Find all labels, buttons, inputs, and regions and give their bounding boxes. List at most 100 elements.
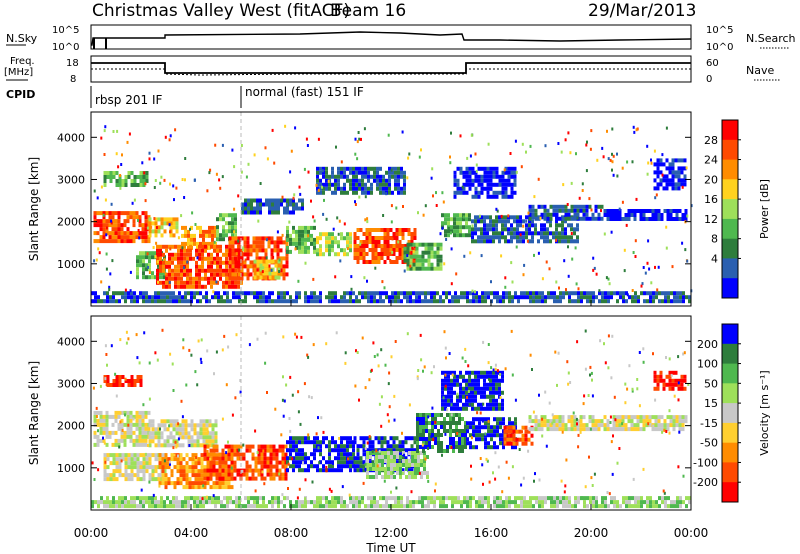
velocity-cell (387, 471, 390, 475)
power-cell (157, 295, 160, 300)
velocity-cell (284, 444, 288, 449)
power-cell (585, 216, 589, 221)
power-cell (282, 256, 286, 261)
velocity-cell (154, 465, 158, 470)
velocity-cell (453, 382, 456, 387)
velocity-cell (453, 374, 456, 379)
velocity-cell (133, 383, 137, 387)
velocity-cell (434, 433, 437, 437)
power-cell (234, 272, 237, 277)
power-cell (561, 235, 564, 240)
velocity-cell (176, 457, 180, 462)
power-cell (471, 194, 475, 199)
power-cell (454, 299, 457, 304)
power-cell (322, 182, 325, 187)
power-cell (373, 166, 376, 171)
power-cell (477, 194, 481, 199)
power-cell (292, 299, 295, 304)
velocity-cell (286, 448, 289, 453)
velocity-cell (498, 378, 501, 383)
velocity-cell (475, 425, 478, 430)
power-cell (319, 248, 322, 253)
power-scatter-cell (490, 280, 492, 284)
power-cell (516, 235, 519, 240)
power-cell (169, 225, 173, 230)
power-cell (103, 299, 106, 304)
velocity-cell (657, 423, 661, 428)
power-cell (337, 178, 340, 183)
power-cell (543, 235, 546, 240)
velocity-cell (121, 504, 124, 509)
power-cell (459, 229, 462, 234)
power-cell (398, 240, 402, 244)
power-scatter-cell (621, 200, 624, 204)
velocity-cell (416, 429, 419, 433)
velocity-cell (437, 437, 440, 441)
power-cell (480, 190, 484, 195)
velocity-cell (139, 504, 142, 509)
power-scatter-cell (653, 149, 656, 153)
power-cell (189, 252, 192, 257)
power-cell (364, 186, 367, 191)
velocity-cell (656, 378, 660, 383)
velocity-cell (492, 378, 495, 383)
velocity-cell (509, 429, 513, 434)
velocity-cell (179, 469, 183, 474)
power-cell (216, 244, 219, 249)
power-cell (376, 170, 379, 175)
power-cell (231, 233, 234, 238)
power-cell (492, 219, 495, 224)
velocity-cell (392, 444, 396, 449)
velocity-cell (103, 469, 107, 474)
power-cell (382, 182, 385, 187)
velocity-cell (472, 429, 475, 434)
velocity-cell (239, 444, 243, 449)
velocity-cell (263, 456, 267, 461)
velocity-cell (109, 504, 112, 509)
power-cell (211, 229, 214, 234)
power-cell (228, 264, 232, 269)
velocity-cell (145, 500, 148, 505)
velocity-cell (446, 429, 449, 433)
velocity-cell (169, 431, 173, 436)
power-cell (407, 232, 411, 236)
velocity-cell (112, 496, 115, 501)
velocity-cell (167, 457, 171, 462)
power-cell (495, 166, 499, 171)
velocity-cell (262, 496, 265, 501)
velocity-cell (331, 464, 334, 469)
power-cell (184, 225, 187, 230)
velocity-cell (208, 439, 212, 444)
power-cell (492, 235, 495, 240)
power-scatter-cell (450, 282, 453, 286)
velocity-cell (208, 423, 212, 428)
velocity-cell (490, 429, 493, 434)
power-cell (295, 299, 298, 304)
power-cell (228, 272, 232, 277)
power-cell (145, 251, 148, 256)
power-cell (262, 291, 265, 296)
velocity-cell (295, 440, 298, 445)
power-cell (225, 221, 228, 226)
power-cell (682, 291, 685, 296)
power-cell (648, 209, 652, 213)
velocity-cell (289, 436, 292, 441)
power-cell (465, 213, 468, 218)
power-cell (216, 229, 219, 234)
velocity-cell (190, 423, 194, 428)
power-scatter-cell (504, 276, 507, 280)
power-scatter-cell (475, 163, 478, 167)
velocity-cell (464, 429, 467, 433)
power-cell (148, 225, 152, 230)
velocity-cell (447, 398, 450, 403)
power-cell (561, 208, 565, 213)
velocity-cell (653, 386, 657, 391)
power-cell (165, 264, 168, 269)
power-cell (382, 178, 385, 183)
velocity-cell (200, 457, 204, 462)
velocity-cell (179, 461, 183, 466)
power-cell (124, 183, 128, 187)
power-cell (102, 223, 106, 228)
velocity-cell (340, 496, 343, 501)
velocity-cell (256, 496, 259, 501)
